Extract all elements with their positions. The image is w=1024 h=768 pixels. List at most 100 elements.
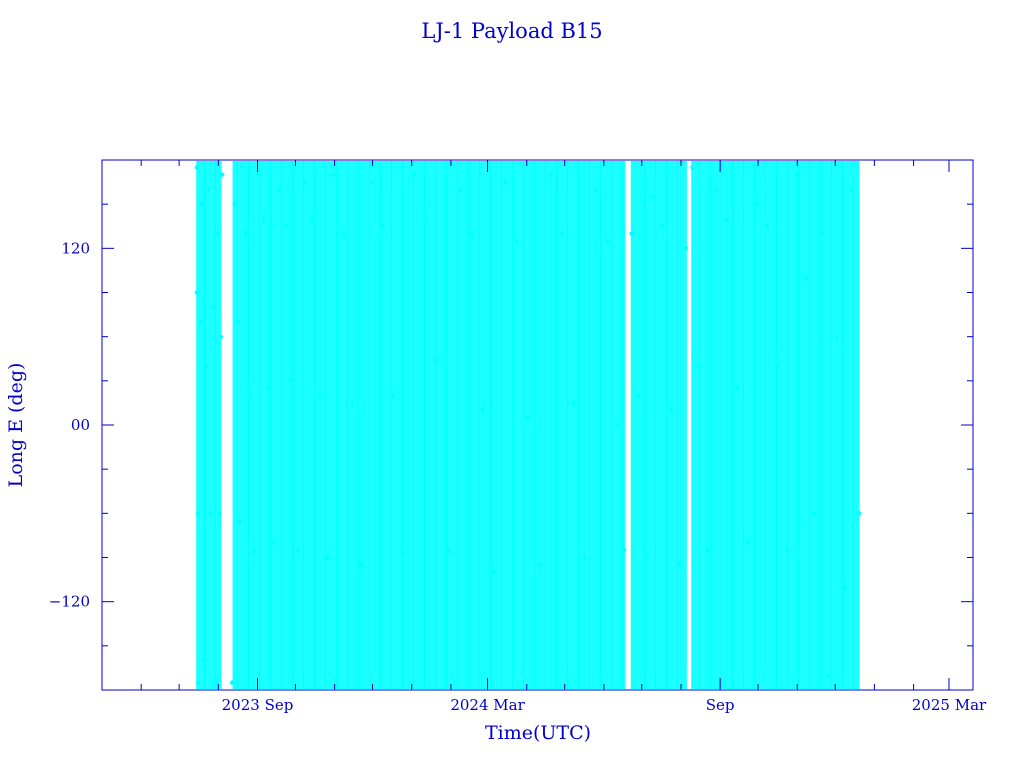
data-point	[764, 224, 770, 229]
x-axis: 2023 Sep 2024 Mar Sep 2025 Mar	[140, 160, 987, 714]
data-point	[434, 356, 440, 361]
data-point	[256, 172, 261, 177]
data-point	[615, 422, 620, 428]
data-point	[237, 518, 242, 523]
data-point	[208, 511, 213, 516]
data-point	[213, 680, 218, 685]
data-point	[350, 400, 355, 406]
data-point	[457, 187, 462, 192]
data-point	[841, 584, 847, 590]
data-point	[696, 363, 701, 369]
data-point	[324, 555, 330, 560]
data-point	[857, 511, 862, 516]
x-tick-label: Sep	[706, 696, 735, 714]
y-tick-label: 00	[71, 416, 90, 434]
data-point	[219, 172, 225, 177]
data-point	[811, 511, 816, 516]
data-point	[548, 172, 553, 177]
data-point	[503, 179, 508, 185]
data-point	[216, 231, 221, 236]
data-point	[795, 172, 800, 177]
data-point	[560, 231, 565, 236]
data-point	[621, 547, 627, 553]
data-point	[232, 202, 237, 207]
data-point	[635, 393, 641, 398]
data-point	[849, 187, 854, 192]
data-point	[195, 511, 201, 516]
data-point	[400, 552, 406, 557]
data-point	[629, 231, 634, 236]
data-point	[380, 224, 385, 229]
data-point	[199, 202, 205, 207]
data-point	[194, 290, 199, 295]
data-point	[202, 658, 207, 663]
data-point	[774, 363, 780, 369]
data-point	[195, 680, 201, 685]
data-point	[332, 172, 337, 177]
data-point	[412, 172, 417, 177]
data-point	[203, 363, 208, 369]
data-point	[514, 238, 519, 244]
data-point	[480, 408, 485, 413]
data-point	[289, 378, 294, 383]
data-point	[240, 165, 245, 170]
chart-title: LJ-1 Payload B15	[421, 19, 602, 43]
data-point	[571, 400, 576, 406]
data-point	[734, 386, 739, 391]
data-point	[803, 275, 809, 280]
data-point	[594, 187, 599, 192]
data-point	[309, 216, 314, 222]
data-point	[834, 334, 839, 339]
data-point	[341, 231, 346, 236]
data-point	[605, 238, 610, 244]
data-point	[446, 547, 451, 553]
data-point	[754, 202, 759, 207]
data-point	[826, 673, 832, 678]
data-point	[198, 319, 203, 325]
x-axis-title: Time(UTC)	[485, 722, 591, 744]
data-point	[468, 231, 474, 236]
data-point	[283, 224, 288, 229]
data-point	[651, 194, 656, 199]
data-point	[206, 187, 211, 192]
y-axis: 120 00 −120	[49, 203, 973, 647]
x-tick-label: 2025 Mar	[912, 696, 987, 714]
data-point	[266, 386, 272, 391]
data-point	[677, 562, 682, 568]
data-point	[525, 415, 531, 420]
data-point	[247, 393, 253, 398]
plot-area	[194, 161, 862, 689]
data-point	[217, 511, 222, 516]
x-tick-label: 2023 Sep	[222, 696, 294, 714]
data-point	[211, 305, 216, 310]
series-line	[196, 161, 860, 689]
data-point	[785, 547, 790, 553]
data-point	[295, 547, 301, 553]
plot-frame	[101, 159, 974, 691]
data-point	[491, 570, 497, 575]
data-point	[683, 246, 689, 251]
data-point	[194, 165, 199, 170]
data-point	[230, 680, 235, 685]
data-point	[243, 231, 249, 236]
data-point	[251, 547, 256, 553]
data-point	[659, 224, 665, 229]
data-point	[370, 179, 375, 185]
data-point	[359, 562, 364, 568]
data-point	[261, 216, 266, 222]
data-point	[744, 540, 749, 545]
data-point	[537, 562, 542, 568]
data-point	[390, 393, 395, 398]
data-point	[302, 179, 307, 185]
data-point	[643, 555, 648, 560]
data-point	[714, 187, 719, 192]
data-point	[819, 231, 824, 236]
data-point	[218, 334, 223, 339]
data-point	[276, 187, 282, 192]
data-point	[317, 393, 322, 398]
data-point	[705, 547, 710, 553]
data-point	[690, 165, 695, 170]
y-axis-title: Long E (deg)	[5, 363, 27, 488]
data-point	[271, 540, 277, 545]
